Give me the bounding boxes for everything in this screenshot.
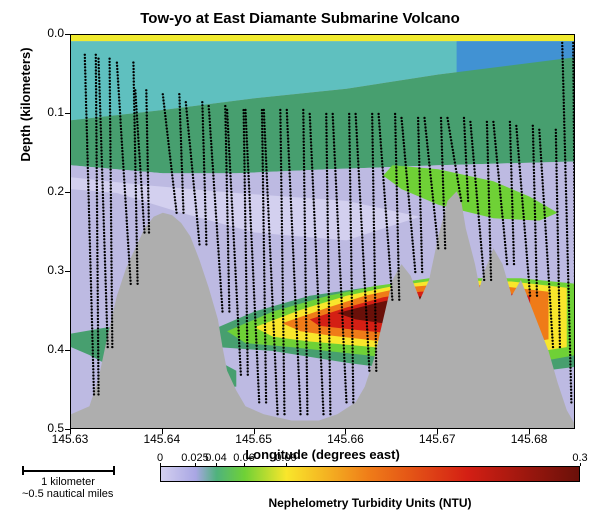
x-tick: 145.66 xyxy=(323,432,367,446)
scalebar-line1: 1 kilometer xyxy=(22,476,114,488)
chart-title: Tow-yo at East Diamante Submarine Volcan… xyxy=(0,10,600,27)
scale-bar: 1 kilometer ~0.5 nautical miles xyxy=(22,466,144,500)
y-tick: 0.0 xyxy=(32,26,64,40)
y-tick: 0.2 xyxy=(32,184,64,198)
x-tick: 145.68 xyxy=(507,432,551,446)
scalebar-line2: ~0.5 nautical miles xyxy=(22,488,144,500)
x-tick: 145.67 xyxy=(415,432,459,446)
plot-svg xyxy=(71,35,575,429)
x-tick: 145.64 xyxy=(140,432,184,446)
y-tick: 0.4 xyxy=(32,342,64,356)
y-tick: 0.5 xyxy=(32,421,64,435)
y-tick: 0.1 xyxy=(32,105,64,119)
x-tick: 145.65 xyxy=(232,432,276,446)
colorbar-label: Nephelometry Turbidity Units (NTU) xyxy=(160,496,580,510)
colorbar xyxy=(160,466,580,482)
figure: Tow-yo at East Diamante Submarine Volcan… xyxy=(0,0,600,513)
y-tick: 0.3 xyxy=(32,263,64,277)
plot-area xyxy=(70,34,575,429)
y-axis-label: Depth (kilometers) xyxy=(18,0,33,302)
